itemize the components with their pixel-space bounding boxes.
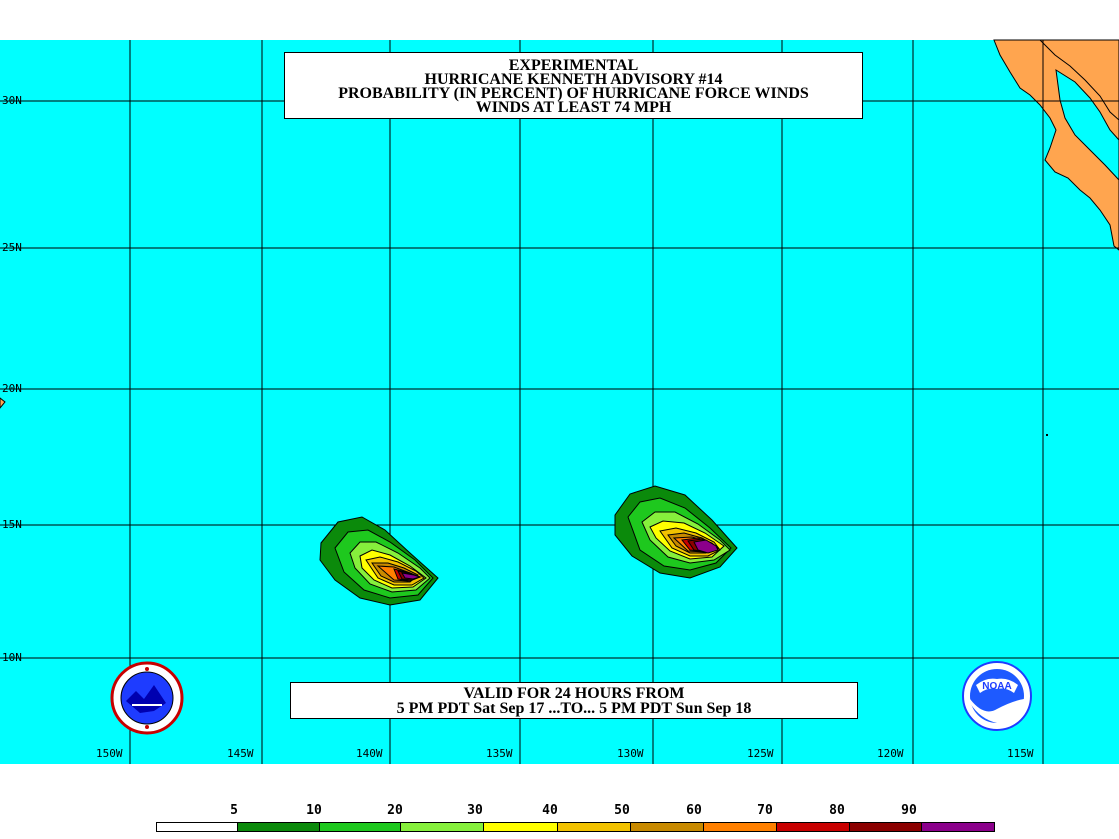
legend-swatch-9: [849, 822, 922, 832]
legend-swatch-3: [400, 822, 484, 832]
land-mexico-mainland: [1038, 39, 1119, 121]
legend-label-30: 30: [467, 803, 483, 818]
island-dot: [1046, 434, 1048, 436]
legend-swatch-6: [630, 822, 704, 832]
legend-label-10: 10: [306, 803, 322, 818]
gulf-of-california: [1055, 69, 1119, 181]
lon-label-125w: 125W: [747, 747, 774, 760]
noaa-logo: NOAA: [962, 661, 1032, 731]
legend-label-50: 50: [614, 803, 630, 818]
lat-label-25n: 25N: [2, 241, 22, 254]
legend-swatch-2: [319, 822, 401, 832]
ocean: [0, 40, 1119, 764]
legend-swatch-0: [156, 822, 238, 832]
valid-line-1: VALID FOR 24 HOURS FROM: [463, 685, 685, 702]
map-title: EXPERIMENTAL HURRICANE KENNETH ADVISORY …: [284, 52, 863, 119]
lon-label-145w: 145W: [227, 747, 254, 760]
lon-label-130w: 130W: [617, 747, 644, 760]
probability-contours-west: [319, 516, 439, 606]
legend-swatch-10: [921, 822, 995, 832]
valid-line-2: 5 PM PDT Sat Sep 17 ...TO... 5 PM PDT Su…: [396, 700, 752, 717]
lat-label-30n: 30N: [2, 94, 22, 107]
legend-swatch-5: [557, 822, 631, 832]
legend-label-70: 70: [757, 803, 773, 818]
legend-label-60: 60: [686, 803, 702, 818]
land-baja-california: [993, 39, 1119, 251]
probability-contours-east: [614, 485, 738, 579]
contour-90-west: [401, 572, 422, 580]
noaa-logo-text: NOAA: [982, 681, 1011, 692]
legend-swatch-7: [703, 822, 777, 832]
lon-label-150w: 150W: [96, 747, 123, 760]
lon-label-115w: 115W: [1007, 747, 1034, 760]
legend-label-40: 40: [542, 803, 558, 818]
lat-label-15n: 15N: [2, 518, 22, 531]
nws-logo: [110, 661, 184, 735]
land-hawaii-edge: [0, 397, 6, 409]
legend-label-20: 20: [387, 803, 403, 818]
legend-color-bar: [156, 822, 995, 832]
legend-swatch-1: [237, 822, 320, 832]
title-line-1: EXPERIMENTAL: [508, 57, 639, 74]
lat-label-10n: 10N: [2, 651, 22, 664]
title-line-4: WINDS AT LEAST 74 MPH: [475, 99, 672, 116]
lon-label-120w: 120W: [877, 747, 904, 760]
lat-label-20n: 20N: [2, 382, 22, 395]
title-line-2: HURRICANE KENNETH ADVISORY #14: [424, 71, 723, 88]
legend-label-80: 80: [829, 803, 845, 818]
legend-swatch-4: [483, 822, 558, 832]
legend-label-90: 90: [901, 803, 917, 818]
title-line-3: PROBABILITY (IN PERCENT) OF HURRICANE FO…: [338, 85, 809, 102]
legend-label-5: 5: [230, 803, 238, 818]
valid-period: VALID FOR 24 HOURS FROM 5 PM PDT Sat Sep…: [290, 682, 858, 719]
contour-90-east: [693, 539, 719, 554]
legend-swatch-8: [776, 822, 850, 832]
lon-label-140w: 140W: [356, 747, 383, 760]
probability-map: [0, 39, 1119, 764]
lon-label-135w: 135W: [486, 747, 513, 760]
